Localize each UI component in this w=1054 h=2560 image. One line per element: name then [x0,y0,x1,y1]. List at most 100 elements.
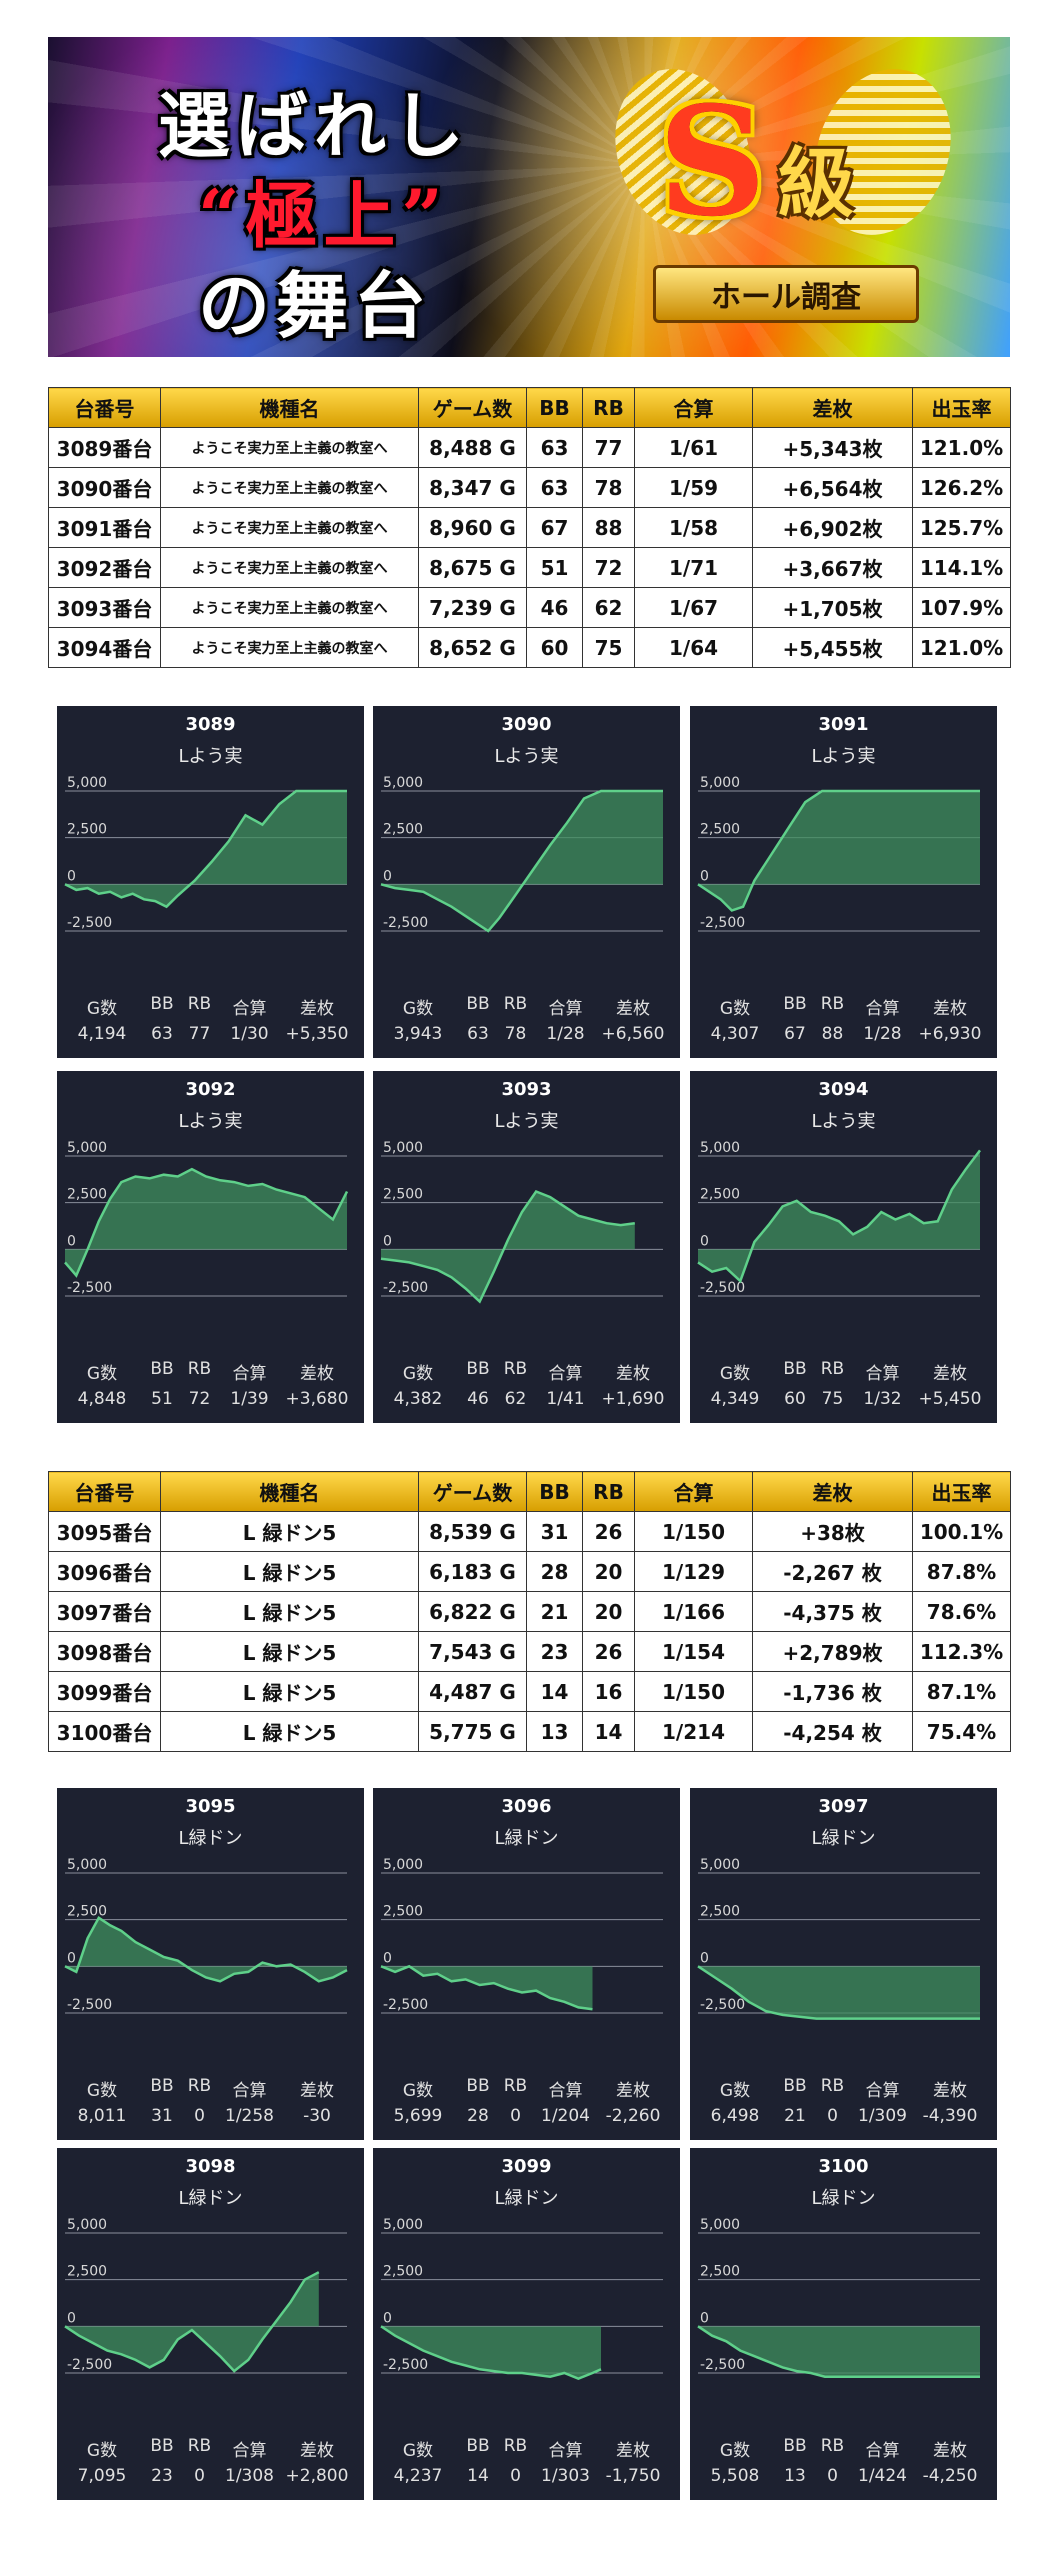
stats-label: G数 [86,2441,118,2461]
y-tick-label: 5,000 [67,775,107,791]
stats-label: RB [187,1359,212,1379]
total-rate-cell: 1/61 [634,427,753,468]
stats-value: 46 [467,1389,489,1409]
machine-number-cell: 3094番台 [48,627,161,668]
chart-subtitle: Lよう実 [494,746,559,767]
bb-cell: 23 [526,1631,583,1672]
stats-value: +6,930 [918,1024,982,1044]
stats-label: RB [503,2076,528,2096]
difference-cell: +5,343枚 [752,427,913,468]
total-rate-cell: 1/67 [634,587,753,628]
games-cell: 7,543 G [418,1631,527,1672]
stats-label: G数 [719,2441,751,2461]
series-line [380,789,663,933]
payout-rate-cell: 114.1% [912,547,1011,588]
stats-label: 差枚 [616,999,650,1019]
y-tick-label: 0 [383,2310,392,2326]
stats-label: 合算 [548,999,583,1019]
stats-value: 8,011 [77,2106,127,2126]
table-row: 3090番台 ようこそ実力至上主義の教室へ 8,347 G 63 78 1/59 +6,56… [48,467,1011,508]
chart-subtitle: Lよう実 [178,746,243,767]
machine-name-cell: L 緑ドン5 [160,1671,419,1712]
rb-cell: 72 [582,547,635,588]
y-tick-label: -2,500 [383,915,428,931]
column-header: 差枚 [752,1471,913,1512]
payout-rate-cell: 87.8% [912,1551,1011,1592]
slump-chart-panel: 3094 Lよう実 5,000 2,500 0 -2,500 G数 BB RB 合算 差枚 4,349… [690,1071,997,1423]
stats-value: 0 [827,2466,838,2486]
series-area [698,1966,980,2019]
y-tick-label: 0 [67,868,76,884]
rb-cell: 62 [582,587,635,628]
chart-title: 3092 [185,1079,236,1100]
y-tick-label: 5,000 [700,1857,740,1873]
stats-label: RB [187,994,212,1014]
stats-value: 1/30 [230,1024,269,1044]
stats-label: BB [150,2076,174,2096]
series-line [697,789,980,912]
column-header: 差枚 [752,387,913,428]
stats-value: 28 [467,2106,489,2126]
chart-subtitle: L緑ドン [178,2188,243,2209]
stats-value: 31 [151,2106,173,2126]
y-tick-label: 5,000 [383,775,423,791]
slump-graph: 5,000 2,500 0 -2,500 [64,1857,348,2014]
stats-value: 1/258 [225,2106,274,2126]
total-rate-cell: 1/129 [634,1551,753,1592]
series-line [380,2325,602,2380]
stats-label: 合算 [548,1364,583,1384]
stats-label: G数 [719,999,751,1019]
slump-chart-panel: 3089 Lよう実 5,000 2,500 0 -2,500 G数 BB RB 合算 差枚 4,194… [57,706,364,1058]
bb-cell: 60 [526,627,583,668]
stats-value: 0 [194,2466,205,2486]
column-header: 機種名 [160,387,419,428]
slump-chart-panel: 3100 L緑ドン 5,000 2,500 0 -2,500 G数 BB RB 合算 差枚 5,508… [690,2148,997,2500]
stats-value: 7,095 [77,2466,127,2486]
games-cell: 7,239 G [418,587,527,628]
slump-graph: 5,000 2,500 0 -2,500 [64,775,347,932]
y-tick-label: 5,000 [700,2217,740,2233]
column-header: 台番号 [48,1471,161,1512]
y-tick-label: 2,500 [67,1187,107,1203]
machine-name-cell: ようこそ実力至上主義の教室へ [160,427,419,468]
difference-cell: +6,902枚 [752,507,913,548]
slump-graph: 5,000 2,500 0 -2,500 [380,775,663,933]
stats-value: 1/308 [225,2466,274,2486]
difference-cell: +6,564枚 [752,467,913,508]
machine-number-cell: 3098番台 [48,1631,161,1672]
stats-value: 60 [784,1389,806,1409]
y-tick-label: -2,500 [67,2357,112,2373]
stats-label: 合算 [865,1364,900,1384]
table-row: 3100番台 L 緑ドン5 5,775 G 13 14 1/214 -4,254 枚 75.4… [48,1711,1011,1752]
chart-title: 3095 [185,1796,236,1817]
stats-value: 0 [827,2106,838,2126]
column-header: BB [526,1471,583,1512]
series-line [64,789,347,909]
bb-cell: 63 [526,467,583,508]
y-tick-label: 0 [67,1233,76,1249]
y-tick-label: 5,000 [67,1140,107,1156]
machine-name-cell: ようこそ実力至上主義の教室へ [160,467,419,508]
y-tick-label: 0 [67,1950,76,1966]
column-header: 機種名 [160,1471,419,1512]
y-tick-label: 0 [700,1950,709,1966]
slump-chart-panel: 3095 L緑ドン 5,000 2,500 0 -2,500 G数 BB RB 合算 差枚 8,011… [57,1788,364,2140]
table-row: 3094番台 ようこそ実力至上主義の教室へ 8,652 G 60 75 1/64 +5,45… [48,627,1011,668]
stats-label: G数 [402,999,434,1019]
stats-label: G数 [402,2081,434,2101]
y-tick-label: 2,500 [383,1187,423,1203]
total-rate-cell: 1/71 [634,547,753,588]
chart-title: 3089 [185,714,236,735]
y-tick-label: 5,000 [383,2217,423,2233]
banner-line-3: の舞台 [198,263,433,348]
total-rate-cell: 1/150 [634,1511,753,1552]
stats-label: BB [466,2076,490,2096]
chart-subtitle: L緑ドン [811,2188,876,2209]
stats-label: BB [150,1359,174,1379]
chart-subtitle: Lよう実 [811,746,876,767]
stats-value: 1/303 [541,2466,590,2486]
games-cell: 8,488 G [418,427,527,468]
y-tick-label: -2,500 [383,2357,428,2373]
machine-name-cell: L 緑ドン5 [160,1591,419,1632]
y-tick-label: -2,500 [700,1280,745,1296]
